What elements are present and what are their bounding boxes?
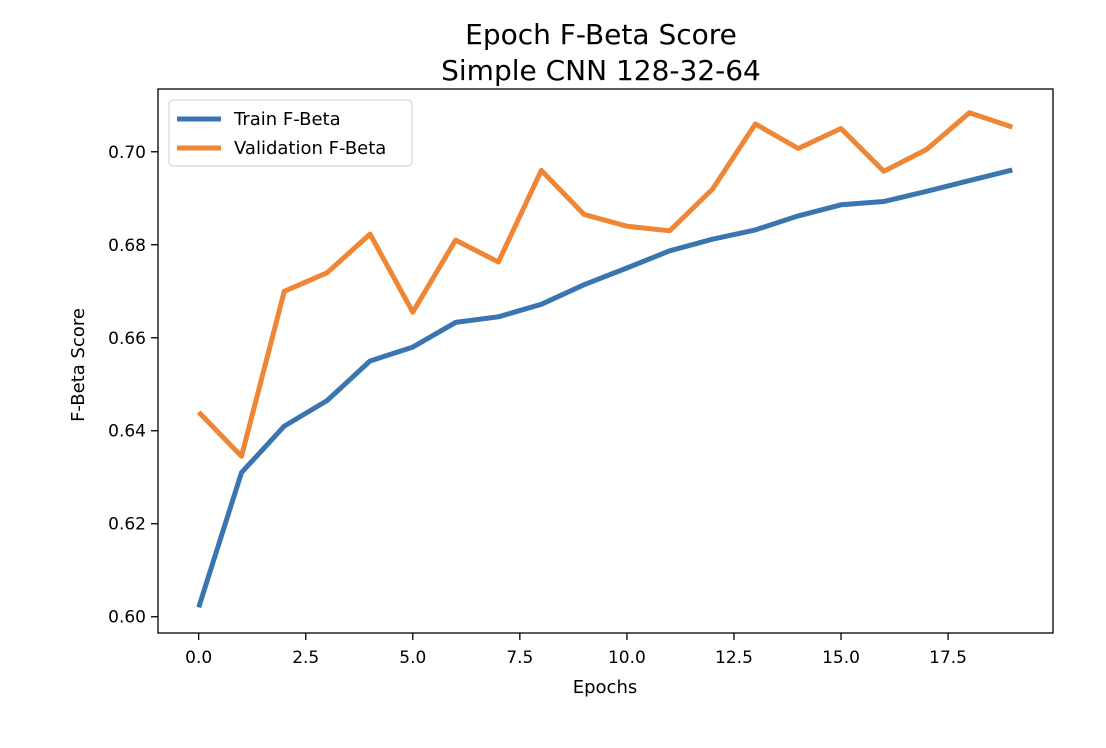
x-tick-label: 10.0 (608, 648, 646, 668)
series-line-0 (196, 167, 1013, 609)
legend-label-1: Validation F-Beta (234, 138, 386, 159)
x-tick-label: 0.0 (185, 648, 212, 668)
x-tick-label: 2.5 (292, 648, 319, 668)
legend: Train F-Beta Validation F-Beta (168, 99, 413, 167)
y-tick-label: 0.68 (108, 236, 146, 256)
y-axis-ticks: 0.60 0.62 0.64 0.66 0.68 0.70 (108, 143, 158, 628)
series-line-1 (196, 110, 1014, 459)
y-tick-label: 0.64 (108, 422, 146, 442)
chart-subtitle: Simple CNN 128-32-64 (441, 54, 761, 87)
x-tick-label: 12.5 (715, 648, 753, 668)
x-axis-label: Epochs (573, 677, 638, 698)
y-tick-label: 0.60 (108, 608, 146, 628)
legend-label-0: Train F-Beta (233, 109, 341, 130)
x-tick-label: 7.5 (506, 648, 533, 668)
x-tick-label: 17.5 (929, 648, 967, 668)
y-tick-label: 0.66 (108, 329, 146, 349)
x-axis-ticks: 0.0 2.5 5.0 7.5 10.0 12.5 15.0 17.5 (185, 633, 967, 668)
x-tick-label: 15.0 (822, 648, 860, 668)
y-axis-label: F-Beta Score (68, 308, 89, 422)
y-tick-label: 0.70 (108, 143, 146, 163)
y-tick-label: 0.62 (108, 515, 146, 535)
plot-lines (196, 110, 1014, 609)
plot-area-frame (157, 88, 1054, 634)
legend-box (168, 99, 413, 167)
x-tick-label: 5.0 (399, 648, 426, 668)
chart-title: Epoch F-Beta Score (465, 18, 737, 51)
